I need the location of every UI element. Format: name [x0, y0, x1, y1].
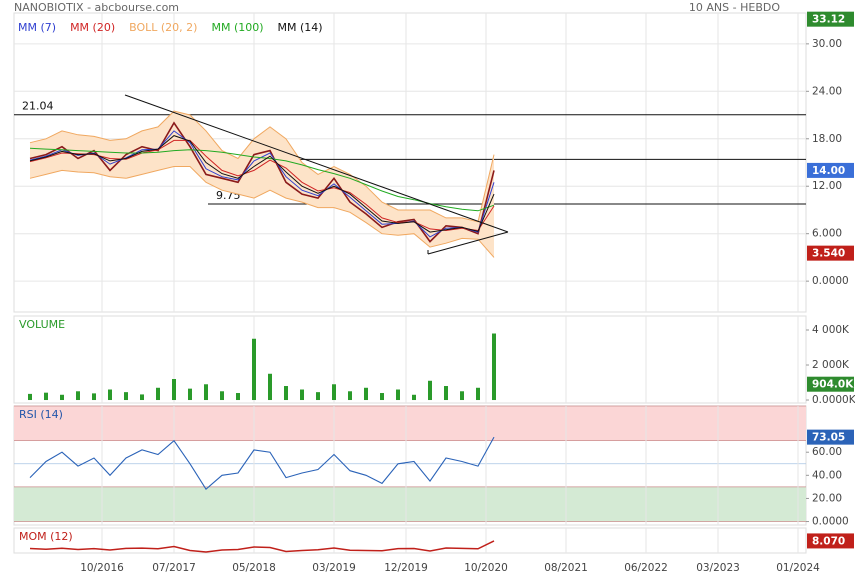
- bollinger-line: [29, 110, 495, 223]
- volume-bar: [380, 393, 384, 401]
- bollinger-line: [29, 166, 495, 258]
- y-tick-label: 24.00: [812, 85, 842, 97]
- volume-bar: [492, 333, 496, 401]
- value-badge: [807, 376, 854, 392]
- volume-bar: [284, 386, 288, 401]
- y-tick-label: 0.0000: [812, 275, 849, 287]
- header-period: 10 ANS - HEBDO: [689, 1, 780, 14]
- value-badge-label: 904.0K: [812, 379, 854, 391]
- momentum-line: [29, 540, 495, 553]
- volume-bar: [44, 392, 48, 401]
- volume-bar: [172, 379, 176, 401]
- x-tick-label: 06/2022: [624, 562, 668, 574]
- volume-bar: [460, 391, 464, 401]
- y-tick-label: 30.00: [812, 38, 842, 50]
- rsi-line: [29, 436, 495, 491]
- value-badge: [807, 533, 854, 549]
- volume-bar: [76, 391, 80, 401]
- rsi-zone: [14, 486, 806, 522]
- volume-bar: [204, 384, 208, 401]
- legend-entry: MM (14): [278, 21, 323, 34]
- volume-bar: [236, 393, 240, 401]
- volume-bar: [332, 384, 336, 401]
- x-tick-label: 03/2019: [312, 562, 356, 574]
- legend-entry: BOLL (20, 2): [129, 21, 197, 34]
- y-tick-label: 4 000K: [812, 324, 850, 336]
- volume-bar: [444, 386, 448, 401]
- x-tick-label: 01/2024: [776, 562, 820, 574]
- volume-bar: [300, 389, 304, 401]
- value-badge-label: 73.05: [812, 432, 845, 444]
- value-badge: [807, 245, 854, 261]
- x-tick-label: 12/2019: [384, 562, 428, 574]
- value-badge-label: 3.540: [812, 248, 845, 260]
- y-tick-label: 20.00: [812, 492, 842, 504]
- volume-bar: [316, 392, 320, 401]
- trend-line: [427, 231, 509, 255]
- panel: [13, 315, 807, 404]
- legend-entry: MM (100): [211, 21, 263, 34]
- panel-title: VOLUME: [19, 318, 65, 331]
- value-badge-label: 8.070: [812, 535, 845, 547]
- value-badge: [807, 162, 854, 178]
- value-badge: [807, 11, 854, 27]
- y-tick-label: 6.000: [812, 228, 842, 240]
- volume-bar: [220, 391, 224, 401]
- volume-bar: [348, 391, 352, 401]
- value-badge-label: 14.00: [812, 165, 845, 177]
- volume-bar: [252, 338, 256, 401]
- volume-bar: [268, 373, 272, 401]
- trend-line: [124, 94, 509, 233]
- panel-title: RSI (14): [19, 408, 63, 421]
- y-tick-label: 40.00: [812, 469, 842, 481]
- panel-title: MOM (12): [19, 530, 73, 543]
- volume-bar: [428, 380, 432, 401]
- legend-entry: MM (20): [70, 21, 115, 34]
- volume-bar: [108, 389, 112, 401]
- volume-bar: [60, 394, 64, 401]
- y-tick-label: 60.00: [812, 446, 842, 458]
- volume-bar: [140, 394, 144, 401]
- x-tick-label: 03/2023: [696, 562, 740, 574]
- value-badge-label: 33.12: [812, 14, 845, 26]
- header-title: NANOBIOTIX - abcbourse.com: [14, 1, 179, 14]
- volume-bar: [396, 389, 400, 401]
- rsi-zone: [14, 406, 806, 441]
- x-tick-label: 10/2016: [80, 562, 124, 574]
- y-tick-label: 0.0000: [812, 516, 849, 528]
- x-tick-label: 08/2021: [544, 562, 588, 574]
- moving-average: [29, 135, 495, 233]
- y-tick-label: 12.00: [812, 180, 842, 192]
- volume-bar: [188, 388, 192, 401]
- y-tick-label: 0.0000K: [812, 394, 855, 406]
- y-tick-label: 18.00: [812, 133, 842, 145]
- volume-bar: [364, 387, 368, 401]
- volume-bar: [156, 387, 160, 401]
- volume-bar: [124, 392, 128, 401]
- volume-bar: [92, 393, 96, 401]
- value-badge: [807, 429, 854, 445]
- level-label: 21.04: [22, 100, 54, 113]
- volume-bar: [476, 387, 480, 401]
- moving-average: [29, 147, 495, 212]
- volume-bar: [412, 394, 416, 401]
- x-tick-label: 05/2018: [232, 562, 276, 574]
- volume-bar: [28, 393, 32, 401]
- trend-lines: [124, 94, 509, 255]
- x-tick-label: 10/2020: [464, 562, 508, 574]
- x-tick-label: 07/2017: [152, 562, 196, 574]
- legend-entry: MM (7): [18, 21, 56, 34]
- y-tick-label: 2 000K: [812, 359, 850, 371]
